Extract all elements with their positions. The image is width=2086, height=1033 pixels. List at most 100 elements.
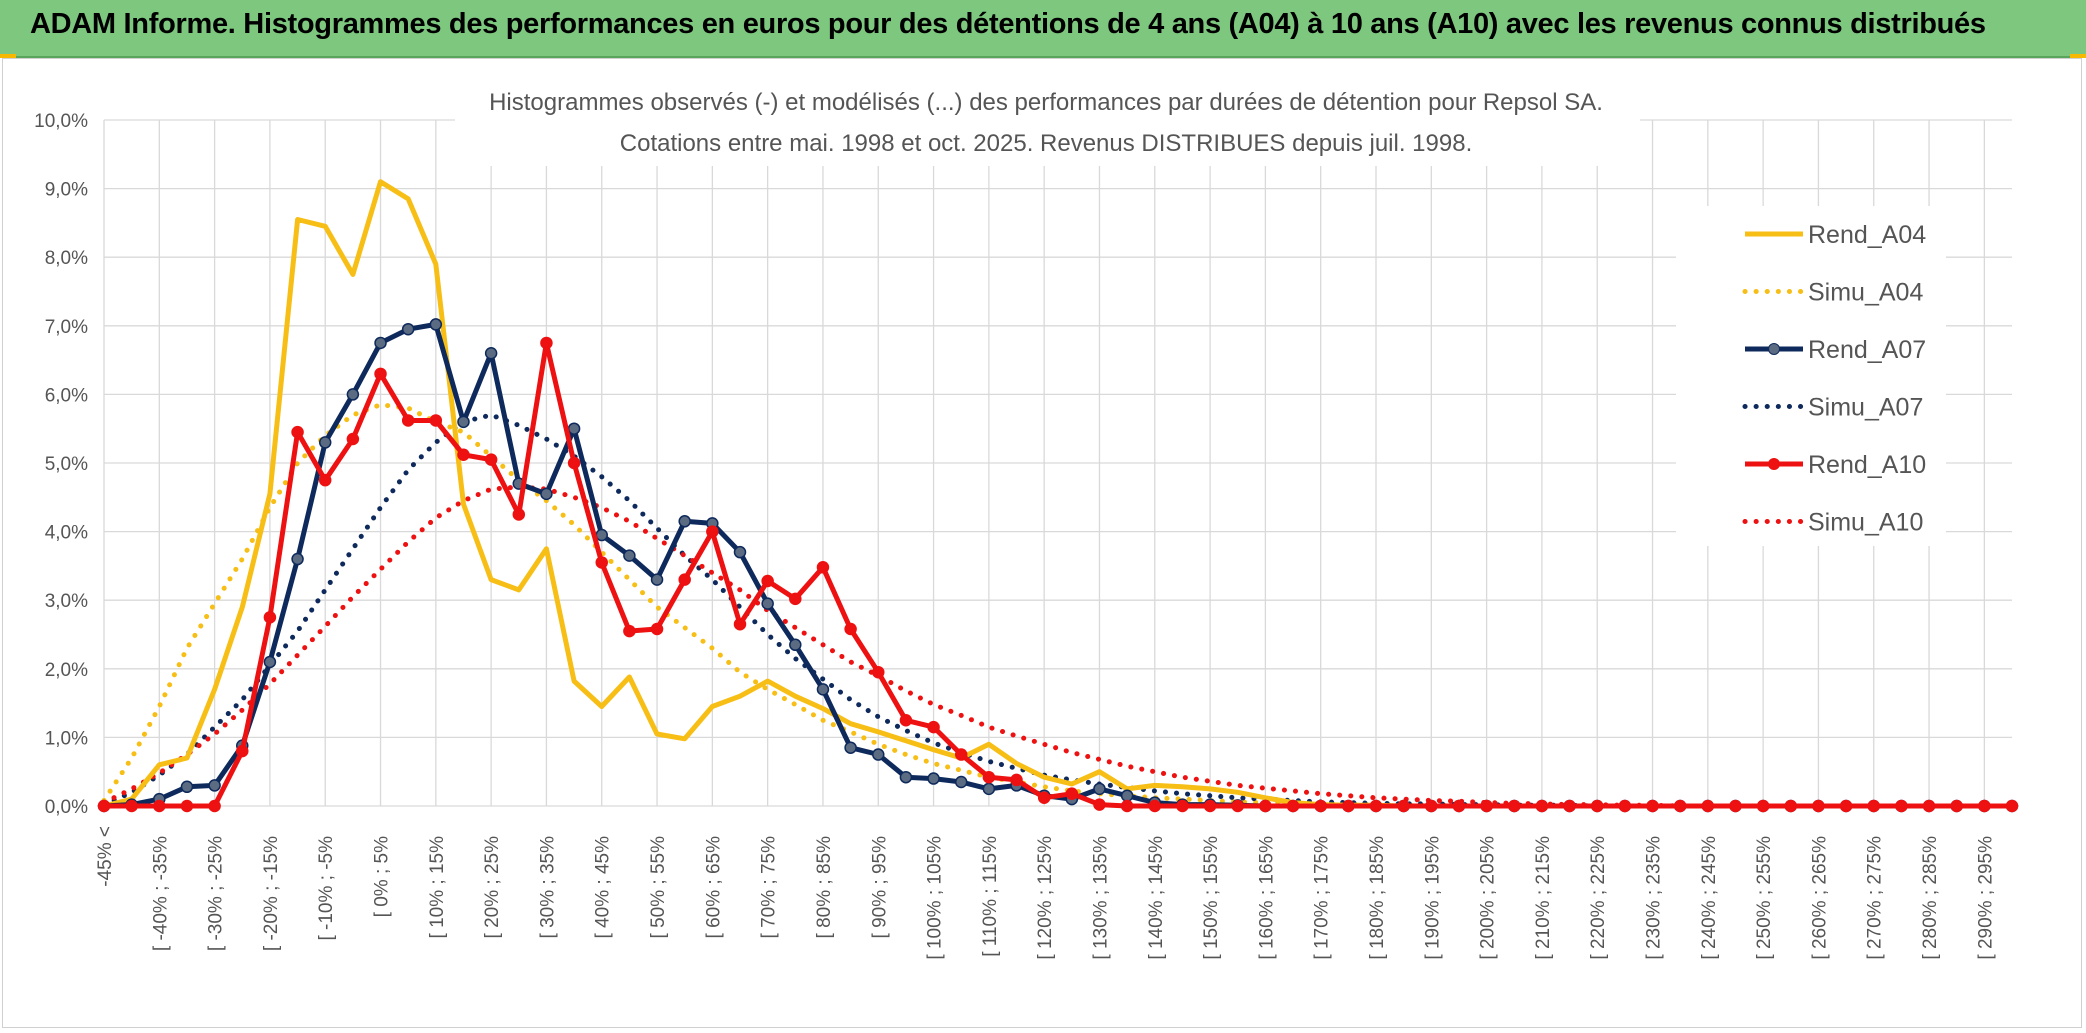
data-point [733, 617, 747, 631]
x-tick-label: [ 240% ; 245% [1699, 836, 1720, 960]
data-point [1148, 799, 1162, 813]
data-point [512, 508, 526, 521]
y-tick-label: 7,0% [45, 317, 88, 338]
x-tick-label: [ 100% ; 105% [925, 836, 946, 960]
legend-label: Simu_A04 [1808, 279, 1923, 307]
data-point [844, 741, 857, 754]
data-point [1563, 799, 1576, 813]
data-point [1120, 789, 1134, 802]
data-point [595, 556, 608, 569]
page-title: ADAM Informe. Histogrammes des performan… [30, 8, 1986, 40]
data-point [346, 432, 360, 446]
legend-label: Rend_A07 [1808, 336, 1926, 364]
data-point [1397, 799, 1410, 813]
x-tick-label: [ -20% ; -15% [261, 836, 282, 951]
data-point [1286, 799, 1300, 813]
data-point [927, 720, 940, 734]
legend-label: Rend_A04 [1808, 221, 1926, 249]
data-point [816, 561, 830, 574]
chart-legend: Rend_A04 Simu_A04 Rend_A07 Simu_A07 Rend_A10… [1676, 206, 1946, 546]
data-point [982, 770, 996, 784]
x-tick-label: [ 20% ; 25% [482, 836, 503, 939]
data-point [954, 748, 968, 761]
y-tick-label: 6,0% [45, 385, 88, 406]
series-line-simu-a07 [101, 412, 2015, 809]
data-point [1120, 799, 1134, 813]
data-point [263, 611, 277, 624]
data-point [97, 799, 111, 813]
data-point [1480, 799, 1493, 813]
data-point [1093, 782, 1106, 796]
data-point [2005, 799, 2019, 813]
legend-label: Simu_A10 [1808, 509, 1923, 537]
x-tick-label: [ 270% ; 275% [1865, 836, 1886, 960]
x-tick-label: [ 280% ; 285% [1920, 836, 1941, 960]
data-point [291, 425, 304, 439]
x-tick-label: [ 110% ; 115% [980, 836, 1001, 957]
data-point [1535, 799, 1549, 813]
y-tick-label: 9,0% [45, 180, 88, 201]
data-point [789, 592, 802, 606]
data-point [1646, 799, 1659, 813]
data-point [816, 683, 830, 696]
y-tick-label: 1,0% [45, 728, 88, 749]
x-axis-labels: -45% < [ -40% ; -35% [ -30% ; -25% [ -20% ;… [95, 826, 1996, 960]
data-point [401, 414, 415, 427]
data-point [650, 622, 664, 636]
x-tick-label: [ 180% ; 185% [1367, 836, 1388, 960]
x-tick-label: [ 80% ; 85% [814, 836, 835, 939]
data-point [1895, 799, 1908, 813]
data-point [567, 456, 581, 470]
data-point [954, 775, 968, 789]
x-tick-label: [ -30% ; -25% [206, 836, 227, 951]
data-point [872, 748, 885, 761]
data-point [484, 346, 498, 360]
data-point [180, 799, 194, 813]
y-tick-label: 4,0% [45, 523, 88, 544]
x-tick-label: [ 290% ; 295% [1975, 836, 1996, 960]
x-tick-label: [ 230% ; 235% [1644, 836, 1665, 960]
data-point [733, 545, 747, 559]
data-point [1203, 799, 1217, 813]
data-point [1037, 791, 1051, 805]
data-point [982, 782, 996, 796]
x-tick-label: [ 150% ; 155% [1201, 836, 1222, 960]
data-point [374, 367, 387, 381]
y-tick-label: 5,0% [45, 454, 88, 475]
data-point [706, 525, 719, 538]
data-point [401, 322, 415, 336]
data-point [761, 574, 774, 588]
legend-marker [1768, 458, 1780, 470]
legend-marker [1768, 343, 1780, 355]
x-tick-label: [ 70% ; 75% [759, 836, 780, 939]
data-point [208, 779, 221, 792]
data-point [1978, 799, 1991, 813]
data-point [429, 318, 443, 331]
data-point [291, 552, 304, 566]
legend-label: Simu_A07 [1808, 394, 1923, 422]
chart-title-line2: Cotations entre mai. 1998 et oct. 2025. … [620, 130, 1472, 157]
x-tick-label: [ 160% ; 165% [1256, 836, 1277, 960]
series-layer [97, 179, 2019, 813]
x-tick-label: [ 0% ; 5% [372, 836, 393, 917]
data-point [1093, 798, 1106, 811]
data-point [1590, 799, 1604, 813]
data-point [540, 487, 553, 501]
data-point [1010, 773, 1023, 787]
x-tick-label: [ 190% ; 195% [1422, 836, 1443, 960]
data-point [1618, 799, 1632, 813]
x-tick-label: -45% < [95, 826, 116, 887]
data-point [457, 448, 470, 462]
data-point [346, 388, 360, 401]
x-tick-label: [ -40% ; -35% [150, 836, 171, 951]
data-point [1425, 799, 1438, 813]
x-tick-label: [ 30% ; 35% [537, 836, 558, 939]
y-tick-label: 3,0% [45, 591, 88, 612]
x-tick-label: [ 210% ; 215% [1533, 836, 1554, 960]
y-axis-labels: 0,0% 1,0% 2,0% 3,0% 4,0% 5,0% 6,0% 7,0% 8,0% 9,0%… [34, 111, 88, 818]
chart-frame [2, 58, 2082, 1028]
data-point [1784, 799, 1798, 813]
corner-accent-left [0, 54, 16, 58]
title-background [455, 84, 1640, 166]
